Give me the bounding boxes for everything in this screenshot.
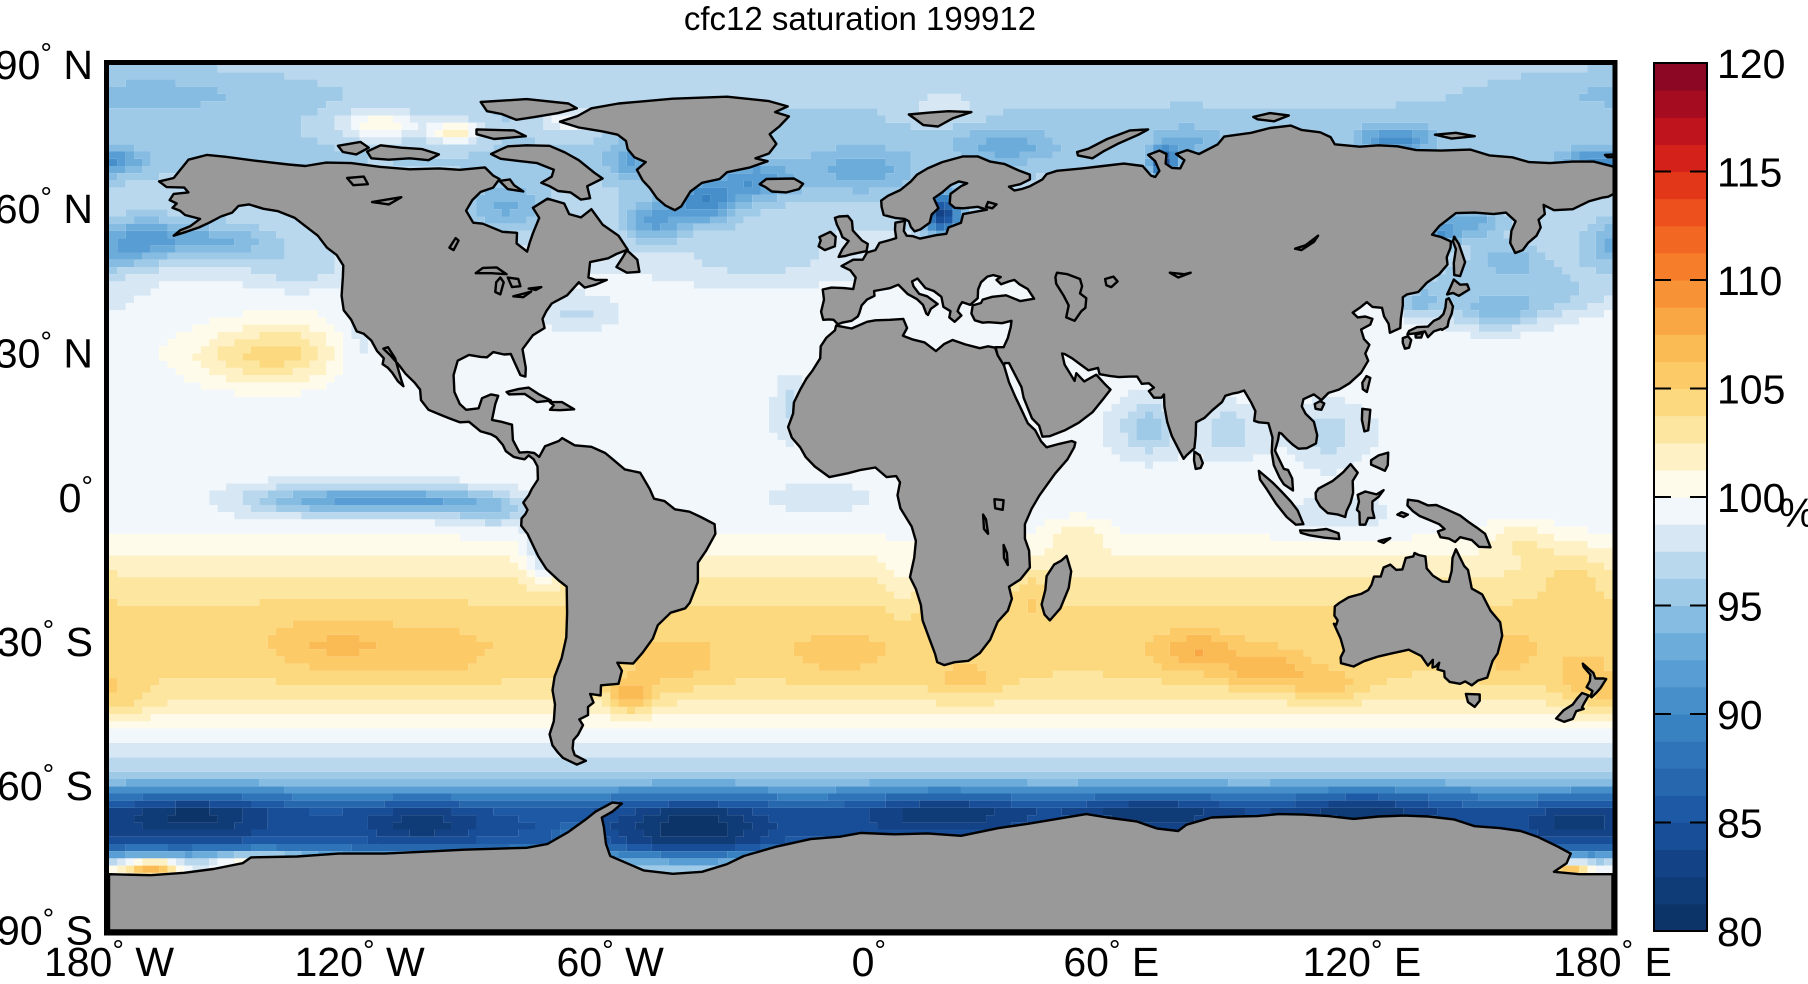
svg-text:110: 110 — [1717, 258, 1782, 304]
svg-text:100: 100 — [1717, 475, 1785, 521]
svg-text:cfc12 saturation 199912: cfc12 saturation 199912 — [684, 0, 1036, 37]
svg-text:80: 80 — [1717, 909, 1763, 955]
svg-text:105: 105 — [1717, 367, 1785, 413]
svg-text:60° N: 60° N — [0, 182, 93, 232]
svg-text:180° E: 180° E — [1553, 935, 1672, 984]
svg-text:95: 95 — [1717, 584, 1763, 630]
svg-text:%: % — [1779, 490, 1808, 536]
svg-text:180° W: 180° W — [44, 935, 174, 984]
svg-text:0°: 0° — [59, 471, 93, 521]
svg-text:30° N: 30° N — [0, 327, 93, 377]
svg-text:120° E: 120° E — [1303, 935, 1422, 984]
svg-text:115: 115 — [1717, 150, 1782, 196]
svg-text:60° S: 60° S — [0, 759, 93, 809]
svg-text:90: 90 — [1717, 692, 1763, 738]
svg-text:85: 85 — [1717, 801, 1763, 847]
svg-text:120: 120 — [1717, 41, 1785, 87]
svg-text:60° W: 60° W — [557, 935, 665, 984]
svg-text:120° W: 120° W — [295, 935, 425, 984]
svg-text:30° S: 30° S — [0, 615, 93, 665]
